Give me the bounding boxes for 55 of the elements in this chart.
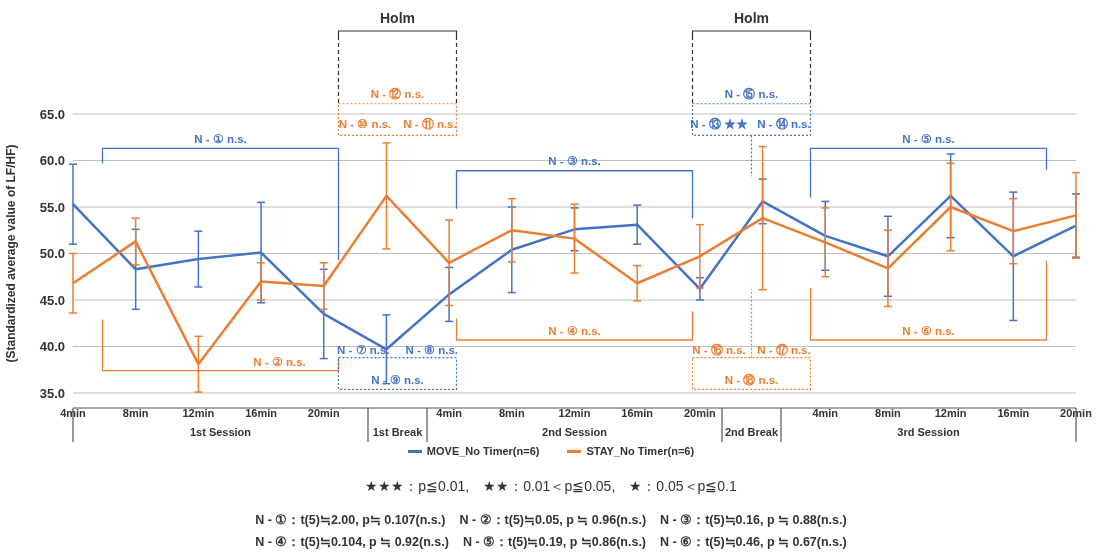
y-tick-label: 60.0: [39, 153, 65, 169]
text: N - ③：t(5)≒0.16, p ≒ 0.88(n.s.): [660, 512, 847, 529]
y-axis-title: (Standardized average value of LF/HF): [4, 144, 19, 363]
annotation: N - ⑪ n.s.: [403, 117, 457, 131]
text: Holm: [380, 10, 415, 26]
x-tick-label: 8min: [122, 406, 149, 419]
annotation: N - ⑱ n.s.: [724, 372, 779, 386]
text: 3rd Session: [897, 426, 960, 438]
y-tick-label: 40.0: [39, 339, 65, 355]
x-tick-label: 16min: [621, 406, 654, 419]
x-tick-label: 16min: [997, 406, 1030, 419]
y-tick-label: 65.0: [39, 106, 65, 122]
annotation: N - ④ n.s.: [548, 324, 601, 337]
x-tick-label: 4min: [436, 406, 463, 419]
x-tick-label: 12min: [558, 406, 591, 419]
annotation: N - ⑭ n.s.: [757, 117, 811, 131]
annotation: N - ⑧ n.s.: [405, 344, 458, 357]
y-tick-label: 50.0: [39, 246, 65, 262]
text: N - ④：t(5)≒0.104, p ≒ 0.92(n.s.): [255, 534, 449, 551]
annotation: N - ② n.s.: [253, 356, 306, 369]
text: ★★★：p≦0.01, ★★：0.01＜p≦0.05, ★：0.05＜p≦0.1: [364, 478, 738, 496]
annotation: N - ⑥ n.s.: [902, 324, 955, 337]
x-tick-label: 12min: [934, 406, 967, 419]
x-tick-label: 8min: [498, 406, 525, 419]
text: 1st Break: [372, 426, 424, 438]
annotation: N - ⑯ n.s.: [692, 343, 746, 357]
x-tick-label: 4min: [60, 406, 87, 419]
x-tick-label: 4min: [812, 406, 839, 419]
annotation: N - ③ n.s.: [548, 154, 601, 167]
text: N - ①：t(5)≒2.00, p≒ 0.107(n.s.): [255, 512, 446, 529]
text: 2nd Break: [724, 426, 779, 438]
annotation: N - ① n.s.: [194, 133, 247, 146]
annotation: N - ⑨ n.s.: [371, 373, 424, 386]
x-tick-label: 20min: [1060, 406, 1093, 419]
text: N - ⑫ n.s.: [370, 86, 425, 100]
annotation: N - ⑰ n.s.: [757, 343, 811, 357]
text: N - ⑥：t(5)≒0.46, p ≒ 0.67(n.s.): [660, 534, 847, 551]
x-tick-label: 20min: [683, 406, 717, 419]
text: Holm: [734, 10, 769, 26]
annotation: N - ⑩ n.s.: [338, 118, 392, 131]
annotation: N - ⑤ n.s.: [902, 133, 955, 146]
x-tick-label: 20min: [307, 406, 340, 419]
x-tick-label: 16min: [245, 406, 278, 419]
text: 1st Session: [189, 426, 252, 438]
text: N - ⑮ n.s.: [724, 86, 779, 100]
text: 2nd Session: [542, 426, 608, 438]
legend-label: STAY_No Timer(n=6): [585, 445, 695, 457]
legend-label: MOVE_No Timer(n=6): [425, 445, 540, 457]
y-tick-label: 55.0: [39, 199, 65, 215]
text: N - ⑤：t(5)≒0.19, p ≒0.86(n.s.): [462, 534, 647, 551]
x-tick-label: 12min: [182, 406, 215, 419]
y-tick-label: 45.0: [39, 292, 65, 308]
x-tick-label: 8min: [875, 406, 902, 419]
text: N - ②：t(5)≒0.05, p ≒ 0.96(n.s.): [459, 512, 647, 529]
y-tick-label: 35.0: [39, 385, 65, 401]
